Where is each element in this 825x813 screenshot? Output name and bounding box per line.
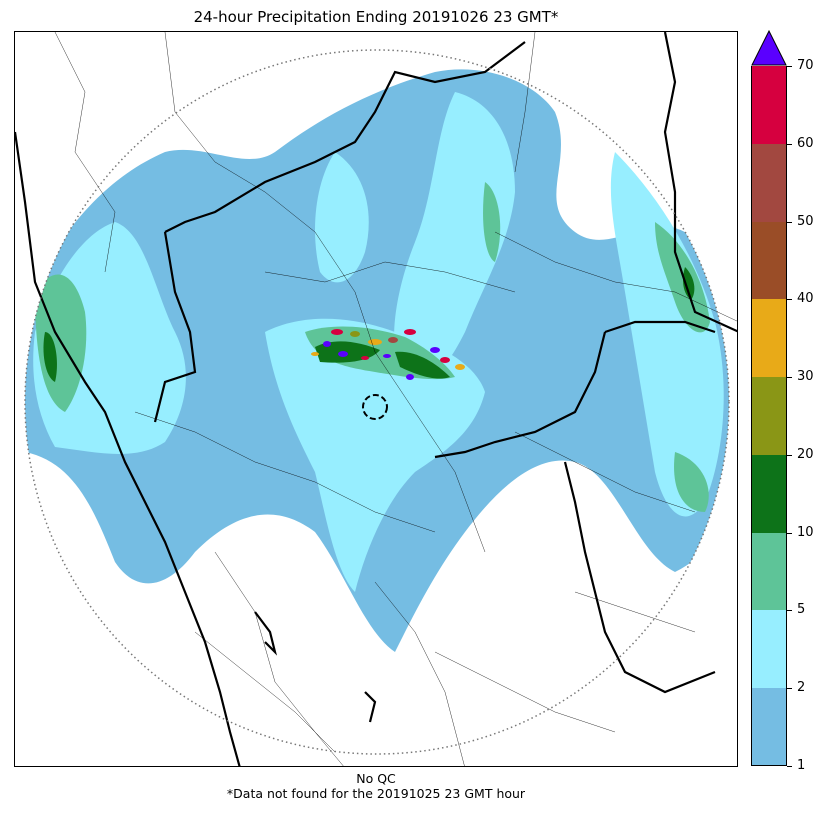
colorbar: 1 2 5 10 20 30 40 50 60 70 [751, 30, 814, 773]
radar-range-ring [24, 49, 730, 755]
colorbar-tick [787, 454, 792, 456]
colorbar-tick-label: 50 [797, 213, 814, 229]
qc-label: No QC [356, 771, 396, 786]
colorbar-segment [751, 454, 787, 533]
colorbar-tick-label: 70 [797, 58, 814, 73]
colorbar-tick-label: 1 [797, 758, 806, 773]
missing-data-note: *Data not found for the 20191025 23 GMT … [226, 786, 526, 801]
colorbar-segment [751, 143, 787, 222]
national-borders [15, 32, 737, 766]
colorbar-segment [751, 66, 787, 144]
colorbar-tick-label: 30 [797, 369, 814, 385]
colorbar-tick [787, 688, 792, 690]
colorbar-tick [787, 299, 792, 301]
colorbar-tick [787, 221, 792, 223]
colorbar-tick-label: 2 [797, 680, 806, 696]
colorbar-segment [751, 688, 787, 766]
colorbar-tick-label: 40 [797, 291, 814, 307]
colorbar-extend-arrow [751, 30, 787, 66]
colorbar-tick [787, 610, 792, 612]
colorbar-segment [751, 377, 787, 455]
heavy-precip-cells [311, 329, 465, 380]
colorbar-tick [787, 766, 792, 767]
colorbar-tick-label: 5 [797, 602, 806, 618]
colorbar-tick [787, 532, 792, 534]
precipitation-map [14, 31, 738, 767]
colorbar-tick-label: 10 [797, 524, 814, 540]
colorbar-tick [787, 143, 792, 145]
colorbar-tick [787, 377, 792, 379]
colorbar-tick [787, 66, 792, 67]
admin-borders [54, 32, 737, 766]
map-title: 24-hour Precipitation Ending 20191026 23… [193, 8, 559, 26]
colorbar-segment [751, 299, 787, 378]
colorbar-tick-label: 20 [797, 446, 814, 462]
radar-center-marker [362, 394, 388, 420]
colorbar-segment [751, 610, 787, 689]
colorbar-tick-label: 60 [797, 135, 814, 151]
colorbar-segment [751, 532, 787, 611]
precipitation-field [25, 69, 729, 652]
map-canvas [15, 32, 737, 766]
colorbar-segment [751, 221, 787, 300]
